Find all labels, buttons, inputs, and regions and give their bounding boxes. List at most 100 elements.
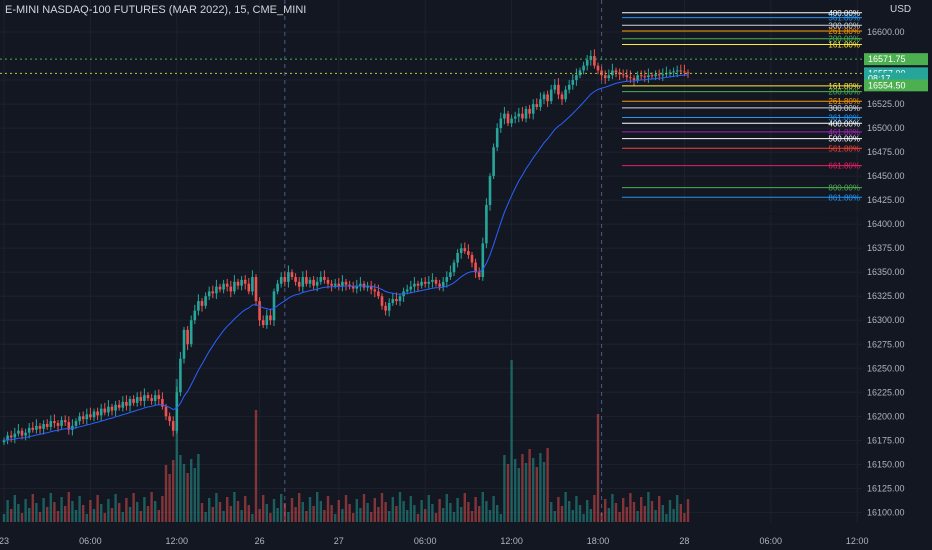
volume-bar [110, 508, 114, 522]
candle [297, 281, 301, 287]
candle [45, 424, 49, 427]
candle [456, 252, 459, 263]
candle [510, 118, 513, 124]
volume-bar [445, 494, 448, 522]
candle [294, 277, 297, 282]
candle [189, 320, 193, 345]
fib-level-label: 161.80% [828, 41, 860, 50]
volume-bar [211, 507, 214, 522]
volume-bar [323, 510, 326, 522]
candle [503, 113, 506, 119]
candle [186, 329, 189, 345]
candle [373, 289, 377, 292]
volume-bar [247, 505, 250, 522]
volume-bar [492, 496, 495, 522]
candle [215, 286, 218, 294]
candle [575, 75, 578, 81]
candle [474, 262, 477, 273]
volume-bar [64, 506, 67, 522]
candle [13, 433, 17, 438]
candle [647, 75, 650, 78]
candle [517, 113, 521, 117]
volume-bar [272, 499, 276, 522]
candle [96, 411, 99, 416]
candle [251, 277, 254, 292]
volume-bar [168, 474, 171, 522]
candle [380, 296, 384, 306]
y-tick-label: 16425.00 [867, 195, 905, 205]
fib-level-label: 400.00% [828, 9, 860, 18]
volume-bar [442, 508, 445, 522]
volume-bar [582, 514, 585, 522]
candle [632, 78, 636, 81]
volume-bar [643, 506, 646, 522]
candle [261, 320, 265, 326]
candle [225, 283, 229, 287]
volume-bar [524, 463, 528, 522]
volume-bar [510, 360, 513, 522]
price-tag-bg [864, 79, 928, 92]
volume-bar [474, 497, 477, 522]
candle [53, 421, 56, 424]
fib-level-label: 361.80% [828, 114, 860, 123]
candle [110, 406, 114, 411]
volume-bar [438, 499, 441, 522]
candle [629, 77, 632, 79]
y-tick-label: 16500.00 [867, 123, 905, 133]
candle [164, 406, 168, 417]
volume-bar [164, 465, 168, 522]
candle [81, 416, 85, 420]
fib-level-label: 161.80% [828, 82, 860, 91]
volume-bar [215, 493, 218, 522]
candle [384, 305, 387, 311]
volume-bar [557, 497, 560, 522]
volume-bar [150, 492, 153, 522]
volume-bar [348, 504, 351, 522]
candle [603, 75, 607, 79]
volume-bar [290, 498, 294, 522]
candle [290, 272, 294, 278]
volume-bar [607, 508, 610, 522]
y-tick-label: 16475.00 [867, 147, 905, 157]
candle [92, 411, 96, 418]
candle [236, 281, 240, 286]
y-tick-label: 16300.00 [867, 315, 905, 325]
candle [391, 299, 395, 303]
candle [639, 75, 643, 77]
currency-label[interactable]: USD [890, 4, 912, 15]
candle [9, 435, 13, 438]
volume-bar [668, 500, 672, 522]
volume-bar [359, 508, 362, 522]
candle [589, 56, 593, 60]
volume-bar [384, 502, 387, 522]
fib-level-label: 300.00% [828, 104, 860, 113]
volume-bar [28, 508, 31, 522]
volume-bar [316, 492, 319, 522]
y-tick-label: 16250.00 [867, 363, 905, 373]
fib-level-label: 561.80% [828, 144, 860, 153]
volume-bar [56, 511, 60, 522]
candle [553, 84, 557, 90]
y-tick-label: 16350.00 [867, 267, 905, 277]
volume-bar [449, 503, 452, 522]
volume-bar [35, 503, 38, 522]
volume-bar [528, 449, 531, 522]
volume-bar [460, 507, 463, 522]
candle [182, 329, 186, 359]
candle [477, 272, 481, 278]
candle [319, 277, 323, 282]
candle [438, 283, 441, 287]
candle [657, 74, 661, 76]
candle [85, 414, 89, 420]
volume-bar [553, 511, 556, 522]
y-tick-label: 16525.00 [867, 99, 905, 109]
candle [377, 291, 380, 297]
symbol-title[interactable]: E-MINI NASDAQ-100 FUTURES (MAR 2022), 15… [5, 4, 307, 16]
candle [567, 84, 571, 90]
x-tick-label: 12:00 [500, 536, 523, 546]
candle [107, 406, 110, 413]
volume-bar [31, 494, 34, 522]
candle [20, 430, 24, 436]
volume-bar [179, 455, 182, 522]
